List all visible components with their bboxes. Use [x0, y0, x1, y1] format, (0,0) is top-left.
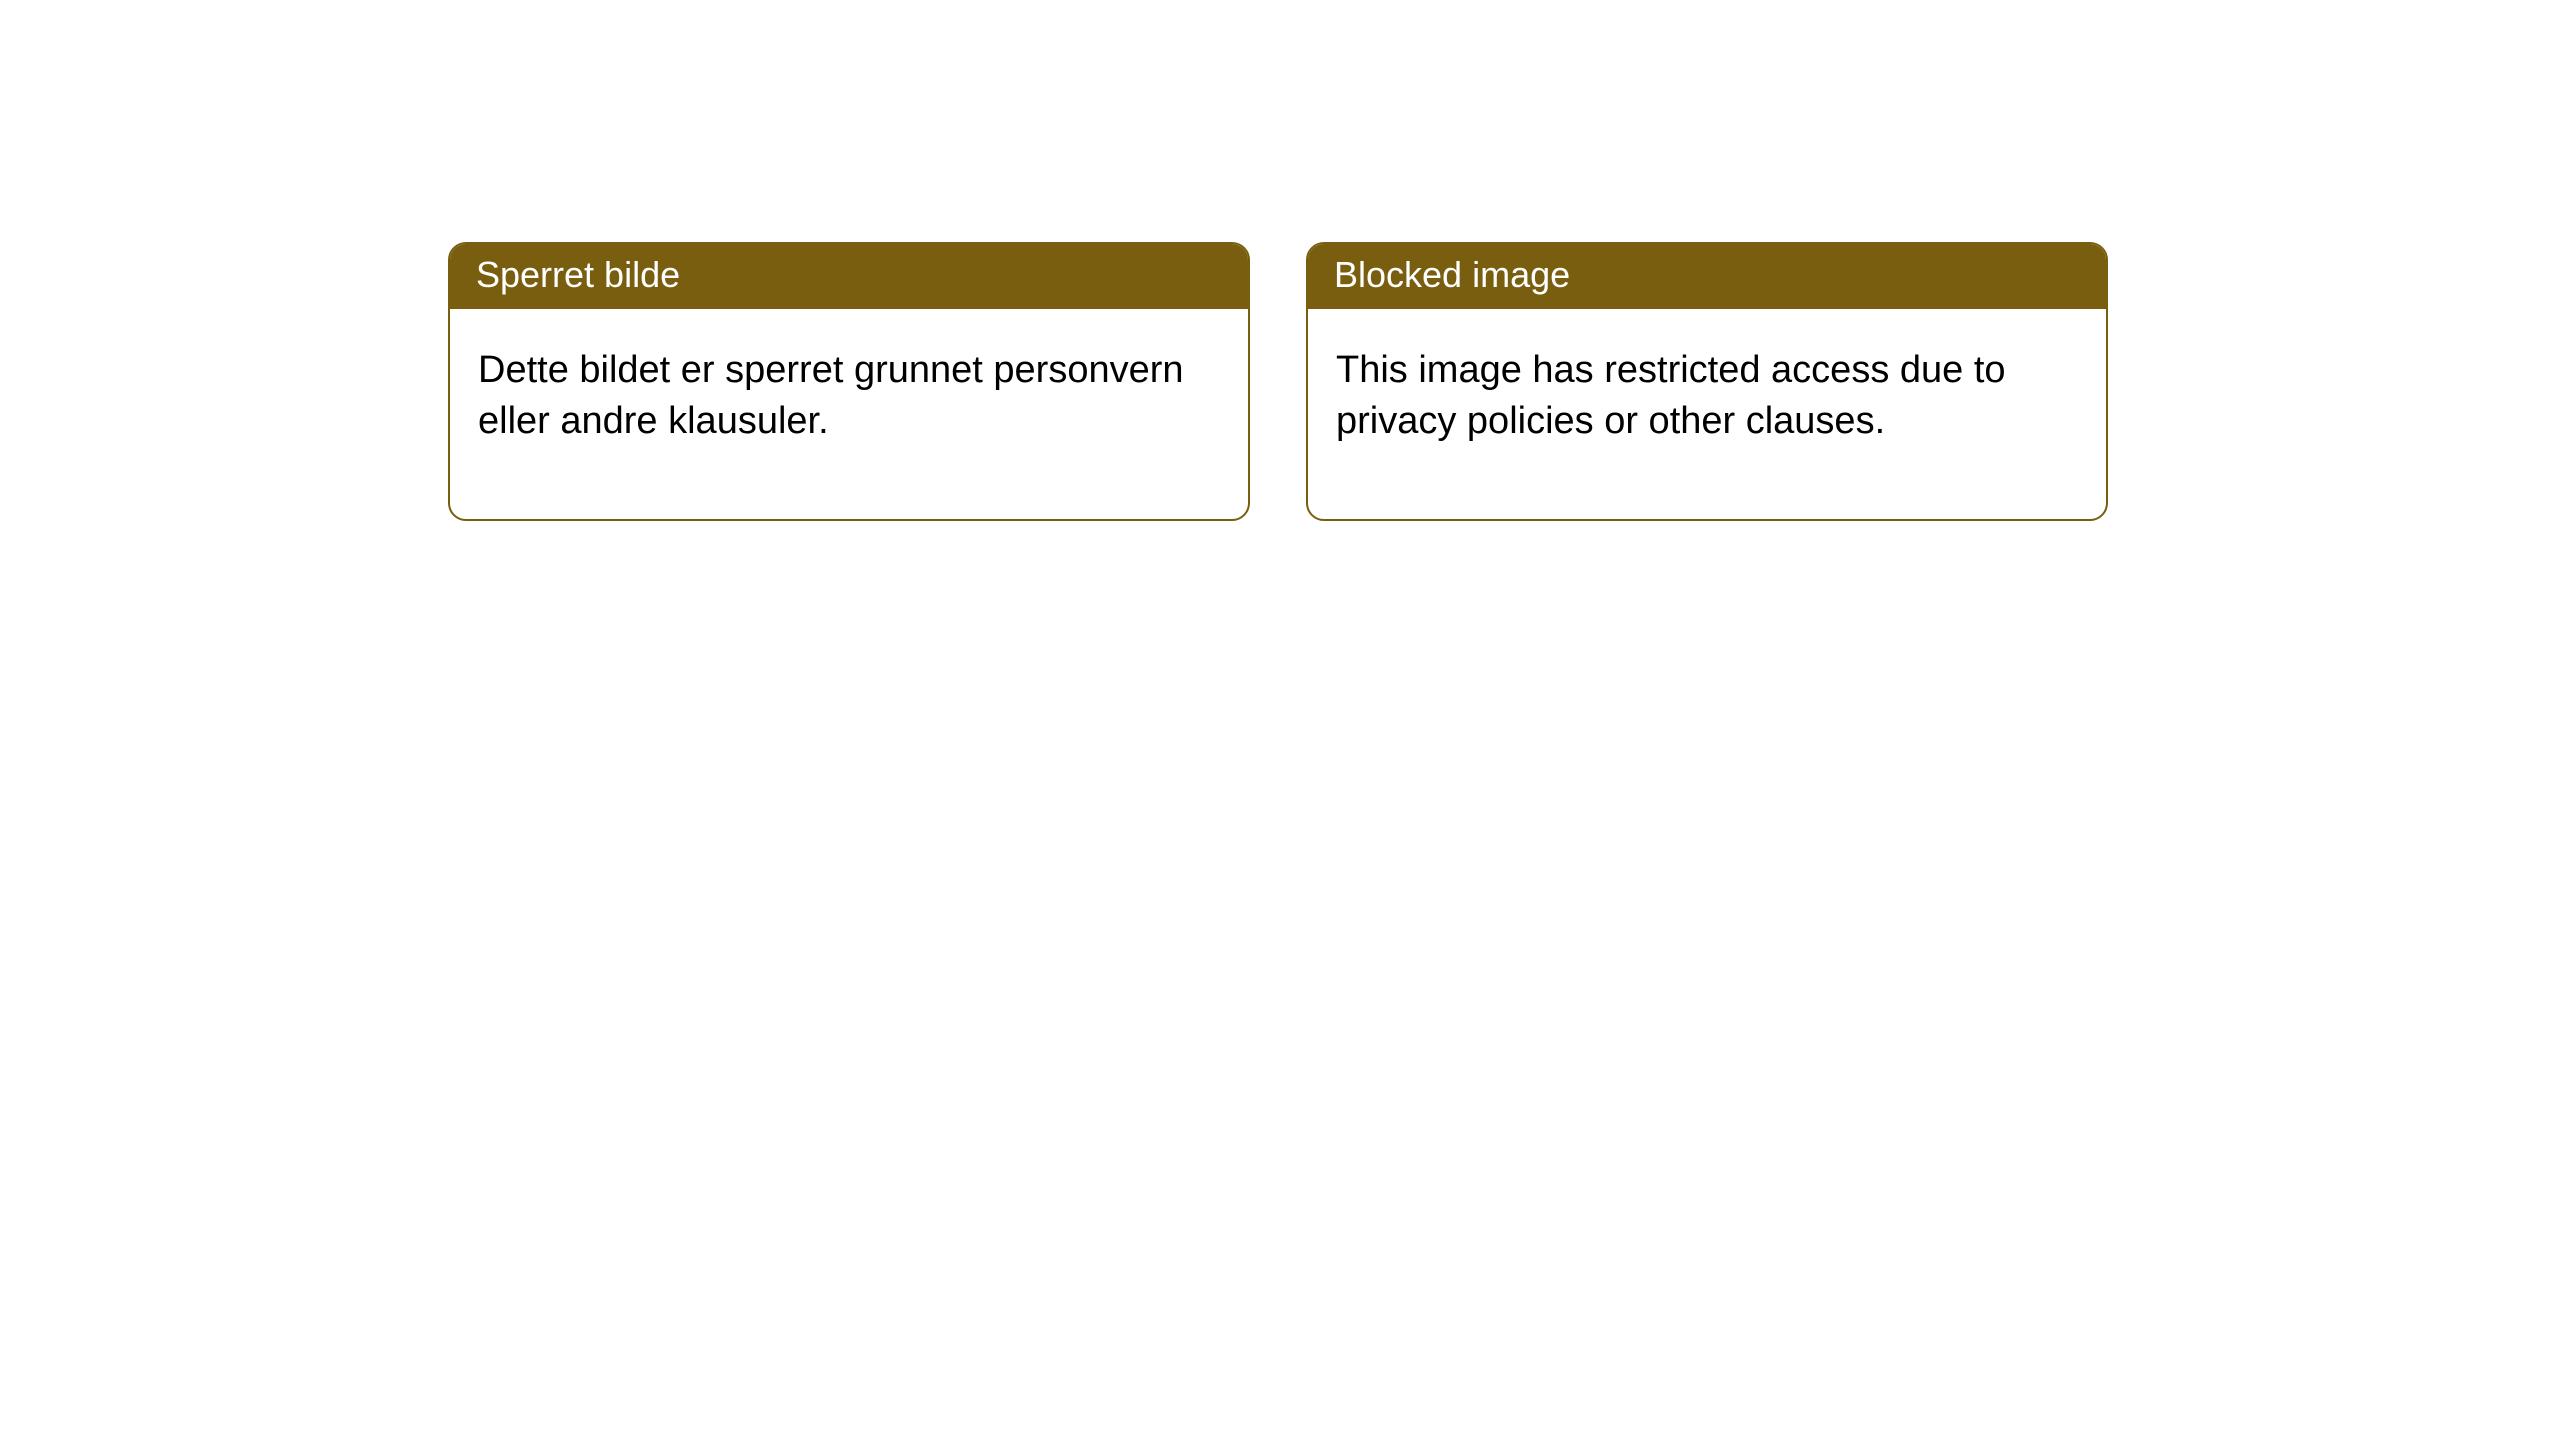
- notice-container: Sperret bilde Dette bildet er sperret gr…: [0, 0, 2560, 521]
- notice-card-norwegian: Sperret bilde Dette bildet er sperret gr…: [448, 242, 1250, 521]
- notice-body: This image has restricted access due to …: [1308, 309, 2106, 520]
- notice-header: Blocked image: [1308, 244, 2106, 309]
- notice-body: Dette bildet er sperret grunnet personve…: [450, 309, 1248, 520]
- notice-card-english: Blocked image This image has restricted …: [1306, 242, 2108, 521]
- notice-header: Sperret bilde: [450, 244, 1248, 309]
